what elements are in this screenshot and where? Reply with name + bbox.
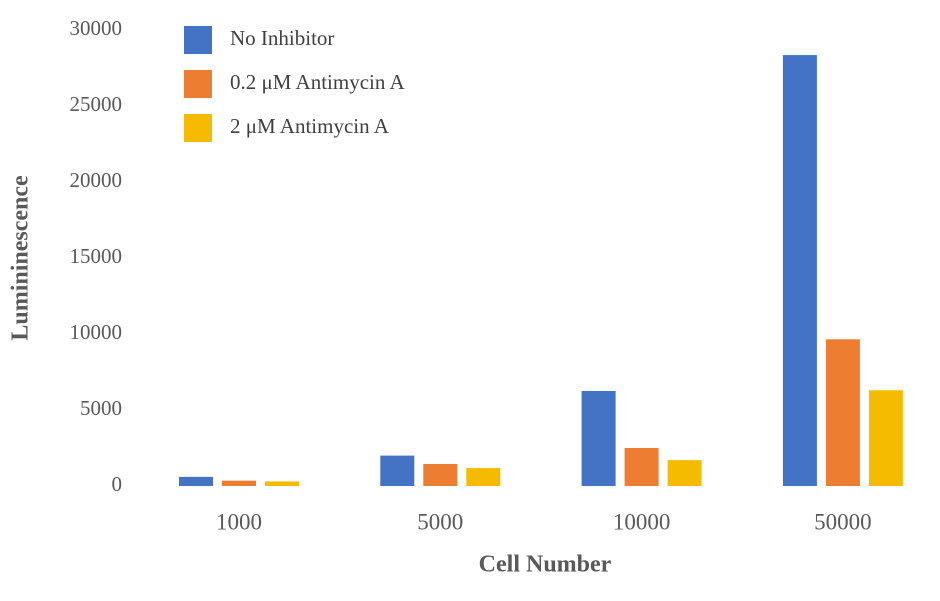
y-tick-label: 20000 xyxy=(70,168,123,192)
x-tick-label: 1000 xyxy=(216,509,262,534)
bar xyxy=(380,455,415,486)
bar xyxy=(825,339,860,486)
y-axis-title: Lumininescence xyxy=(8,175,34,341)
y-tick-label: 15000 xyxy=(70,244,123,268)
x-tick-label: 10000 xyxy=(613,509,671,534)
y-tick-label: 5000 xyxy=(80,396,122,420)
y-tick-label: 25000 xyxy=(70,92,123,116)
legend-label: 2 μM Antimycin A xyxy=(230,114,390,138)
legend-label: 0.2 μM Antimycin A xyxy=(230,70,405,94)
legend-swatch xyxy=(184,114,212,142)
y-tick-label: 0 xyxy=(112,472,123,496)
bar xyxy=(782,55,817,486)
bar xyxy=(265,481,299,486)
legend-swatch xyxy=(184,26,212,54)
bar xyxy=(667,460,702,486)
bar xyxy=(624,448,659,486)
legend-label: No Inhibitor xyxy=(230,26,334,50)
y-tick-label: 10000 xyxy=(70,320,123,344)
bar xyxy=(466,468,501,486)
bar xyxy=(581,391,616,486)
x-tick-label: 50000 xyxy=(814,509,872,534)
legend-swatch xyxy=(184,70,212,98)
y-tick-label: 30000 xyxy=(70,16,123,40)
bar xyxy=(423,463,458,486)
x-tick-label: 5000 xyxy=(417,509,463,534)
bar xyxy=(222,480,256,486)
bar xyxy=(179,476,213,486)
x-axis-title: Cell Number xyxy=(479,552,612,578)
bar xyxy=(868,390,903,486)
